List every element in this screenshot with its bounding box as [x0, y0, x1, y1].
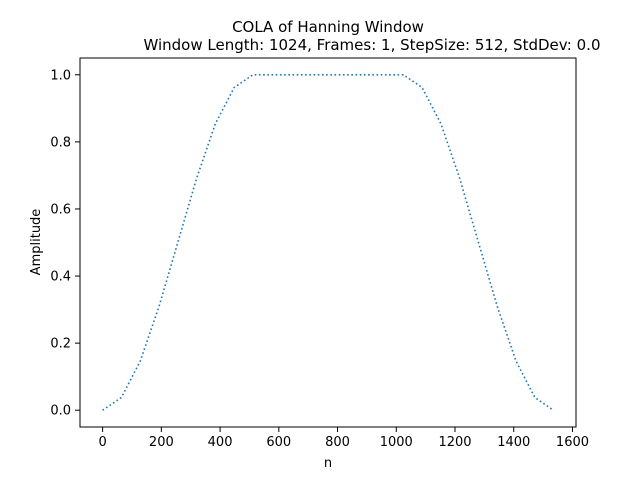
plot-area	[102, 73, 554, 411]
x-axis-label: n	[324, 456, 332, 471]
chart-title: COLA of Hanning Window	[232, 18, 424, 36]
y-tick-label: 1.0	[50, 68, 71, 83]
y-tick-label: 0.8	[50, 135, 71, 150]
y-tick-label: 0.6	[50, 202, 71, 217]
x-axis-ticks: 0 200 400 600 800 1000 1200 1400 1600	[98, 427, 589, 450]
y-tick-label: 0.2	[50, 337, 71, 352]
axes-frame	[79, 57, 577, 428]
x-tick-label: 400	[208, 435, 233, 450]
x-tick-label: 0	[98, 435, 106, 450]
x-tick-label: 800	[325, 435, 350, 450]
x-tick-label: 1400	[497, 435, 530, 450]
y-tick-label: 0.0	[50, 404, 71, 419]
y-tick-label: 0.4	[50, 270, 71, 285]
x-tick-label: 1200	[438, 435, 471, 450]
x-tick-label: 200	[149, 435, 174, 450]
y-axis-label: Amplitude	[29, 209, 44, 276]
x-tick-label: 1000	[380, 435, 413, 450]
y-axis-ticks: 0.0 0.2 0.4 0.6 0.8 1.0	[50, 68, 80, 419]
series-line-0	[102, 73, 554, 411]
x-tick-label: 600	[266, 435, 291, 450]
chart-subtitle: Window Length: 1024, Frames: 1, StepSize…	[143, 36, 600, 54]
x-tick-label: 1600	[556, 435, 589, 450]
